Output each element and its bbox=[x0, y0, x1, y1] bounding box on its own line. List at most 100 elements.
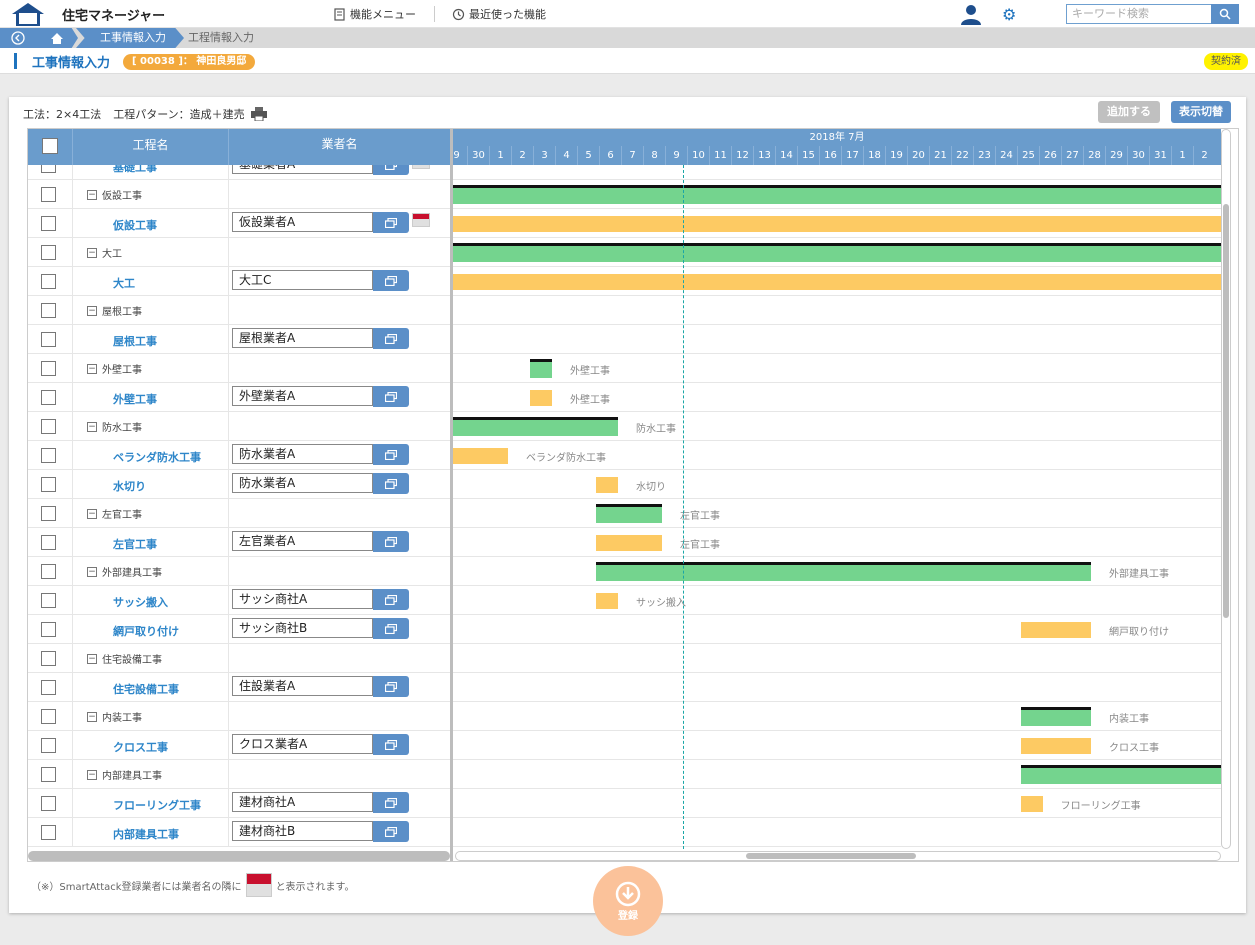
back-button[interactable] bbox=[0, 28, 36, 48]
vendor-field[interactable]: 防水業者A bbox=[232, 444, 373, 464]
task-name-link[interactable]: 左官工事 bbox=[113, 538, 157, 551]
vendor-select-button[interactable] bbox=[373, 792, 409, 813]
app-title[interactable]: 住宅マネージャー bbox=[62, 9, 166, 24]
group-label[interactable]: − 左官工事 bbox=[87, 506, 142, 521]
vendor-field[interactable]: サッシ商社B bbox=[232, 618, 373, 638]
row-checkbox[interactable] bbox=[41, 796, 56, 811]
register-button[interactable]: 登録 bbox=[593, 866, 663, 936]
home-button[interactable] bbox=[36, 28, 78, 48]
row-checkbox[interactable] bbox=[41, 390, 56, 405]
row-checkbox[interactable] bbox=[41, 825, 56, 840]
vendor-field[interactable]: 仮設業者A bbox=[232, 212, 373, 232]
vendor-field[interactable]: 大工C bbox=[232, 270, 373, 290]
vendor-select-button[interactable] bbox=[373, 734, 409, 755]
task-name-link[interactable]: 大工 bbox=[113, 277, 135, 290]
scrollbar-thumb[interactable] bbox=[1223, 204, 1229, 618]
row-checkbox[interactable] bbox=[41, 187, 56, 202]
group-label[interactable]: − 防水工事 bbox=[87, 419, 142, 434]
collapse-icon[interactable]: − bbox=[87, 653, 97, 664]
row-checkbox[interactable] bbox=[41, 767, 56, 782]
vendor-select-button[interactable] bbox=[373, 473, 409, 494]
recent-functions-button[interactable]: 最近使った機能 bbox=[452, 6, 546, 22]
plan-bar[interactable] bbox=[453, 243, 1221, 262]
actual-bar[interactable] bbox=[530, 390, 552, 406]
user-icon[interactable] bbox=[960, 3, 982, 25]
vendor-field[interactable]: 建材商社B bbox=[232, 821, 373, 841]
plan-bar[interactable] bbox=[530, 359, 552, 378]
plan-bar[interactable] bbox=[596, 562, 1091, 581]
task-name-link[interactable]: 水切り bbox=[113, 480, 146, 493]
vendor-field[interactable]: 左官業者A bbox=[232, 531, 373, 551]
select-all-checkbox[interactable] bbox=[42, 138, 58, 154]
collapse-icon[interactable]: − bbox=[87, 769, 97, 780]
row-checkbox[interactable] bbox=[41, 709, 56, 724]
actual-bar[interactable] bbox=[596, 593, 618, 609]
collapse-icon[interactable]: − bbox=[87, 508, 97, 519]
group-label[interactable]: − 大工 bbox=[87, 245, 122, 260]
task-name-link[interactable]: 外壁工事 bbox=[113, 393, 157, 406]
group-label[interactable]: − 内部建具工事 bbox=[87, 767, 162, 782]
task-name-link[interactable]: 住宅設備工事 bbox=[113, 683, 179, 696]
row-checkbox[interactable] bbox=[41, 564, 56, 579]
collapse-icon[interactable]: − bbox=[87, 247, 97, 258]
actual-bar[interactable] bbox=[1020, 738, 1091, 754]
collapse-icon[interactable]: − bbox=[87, 305, 97, 316]
row-checkbox[interactable] bbox=[41, 216, 56, 231]
scrollbar-thumb[interactable] bbox=[746, 853, 916, 859]
collapse-icon[interactable]: − bbox=[87, 421, 97, 432]
group-label[interactable]: − 屋根工事 bbox=[87, 303, 142, 318]
plan-bar[interactable] bbox=[453, 185, 1221, 204]
task-name-link[interactable]: フローリング工事 bbox=[113, 799, 201, 812]
left-horizontal-scrollbar[interactable] bbox=[28, 851, 450, 861]
collapse-icon[interactable]: − bbox=[87, 363, 97, 374]
right-horizontal-scrollbar[interactable] bbox=[455, 851, 1221, 861]
actual-bar[interactable] bbox=[453, 216, 1221, 232]
app-logo[interactable] bbox=[10, 1, 46, 27]
group-label[interactable]: − 外部建具工事 bbox=[87, 564, 162, 579]
task-name-link[interactable]: クロス工事 bbox=[113, 741, 168, 754]
plan-bar[interactable] bbox=[1020, 765, 1221, 784]
vertical-scrollbar[interactable] bbox=[1221, 129, 1231, 849]
collapse-icon[interactable]: − bbox=[87, 189, 97, 200]
task-name-link[interactable]: ベランダ防水工事 bbox=[113, 451, 201, 464]
row-checkbox[interactable] bbox=[41, 593, 56, 608]
task-name-link[interactable]: サッシ搬入 bbox=[113, 596, 168, 609]
pane-splitter[interactable] bbox=[450, 129, 453, 861]
add-button[interactable]: 追加する bbox=[1098, 101, 1160, 123]
vendor-field[interactable]: 防水業者A bbox=[232, 473, 373, 493]
vendor-select-button[interactable] bbox=[373, 589, 409, 610]
breadcrumb-item-construction[interactable]: 工事情報入力 bbox=[76, 28, 184, 48]
function-menu-button[interactable]: 機能メニュー bbox=[333, 6, 416, 22]
vendor-field[interactable]: 外壁業者A bbox=[232, 386, 373, 406]
task-name-link[interactable]: 仮設工事 bbox=[113, 219, 157, 232]
row-checkbox[interactable] bbox=[41, 535, 56, 550]
vendor-select-button[interactable] bbox=[373, 676, 409, 697]
row-checkbox[interactable] bbox=[41, 332, 56, 347]
process-column-header[interactable]: 工程名 bbox=[72, 129, 229, 165]
actual-bar[interactable] bbox=[453, 448, 508, 464]
collapse-icon[interactable]: − bbox=[87, 566, 97, 577]
vendor-field[interactable]: サッシ商社A bbox=[232, 589, 373, 609]
group-label[interactable]: − 住宅設備工事 bbox=[87, 651, 162, 666]
row-checkbox[interactable] bbox=[41, 448, 56, 463]
group-label[interactable]: − 内装工事 bbox=[87, 709, 142, 724]
plan-bar[interactable] bbox=[1020, 707, 1091, 726]
vendor-select-button[interactable] bbox=[373, 531, 409, 552]
row-checkbox[interactable] bbox=[41, 303, 56, 318]
collapse-icon[interactable]: − bbox=[87, 711, 97, 722]
plan-bar[interactable] bbox=[453, 417, 618, 436]
actual-bar[interactable] bbox=[453, 274, 1221, 290]
vendor-select-button[interactable] bbox=[373, 212, 409, 233]
row-checkbox[interactable] bbox=[41, 506, 56, 521]
vendor-select-button[interactable] bbox=[373, 618, 409, 639]
task-name-link[interactable]: 内部建具工事 bbox=[113, 828, 179, 841]
row-checkbox[interactable] bbox=[41, 622, 56, 637]
row-checkbox[interactable] bbox=[41, 680, 56, 695]
actual-bar[interactable] bbox=[596, 535, 662, 551]
vendor-select-button[interactable] bbox=[373, 386, 409, 407]
row-checkbox[interactable] bbox=[41, 738, 56, 753]
vendor-field[interactable]: 屋根業者A bbox=[232, 328, 373, 348]
row-checkbox[interactable] bbox=[41, 419, 56, 434]
vendor-column-header[interactable]: 業者名 bbox=[321, 137, 358, 151]
vendor-field[interactable]: 建材商社A bbox=[232, 792, 373, 812]
